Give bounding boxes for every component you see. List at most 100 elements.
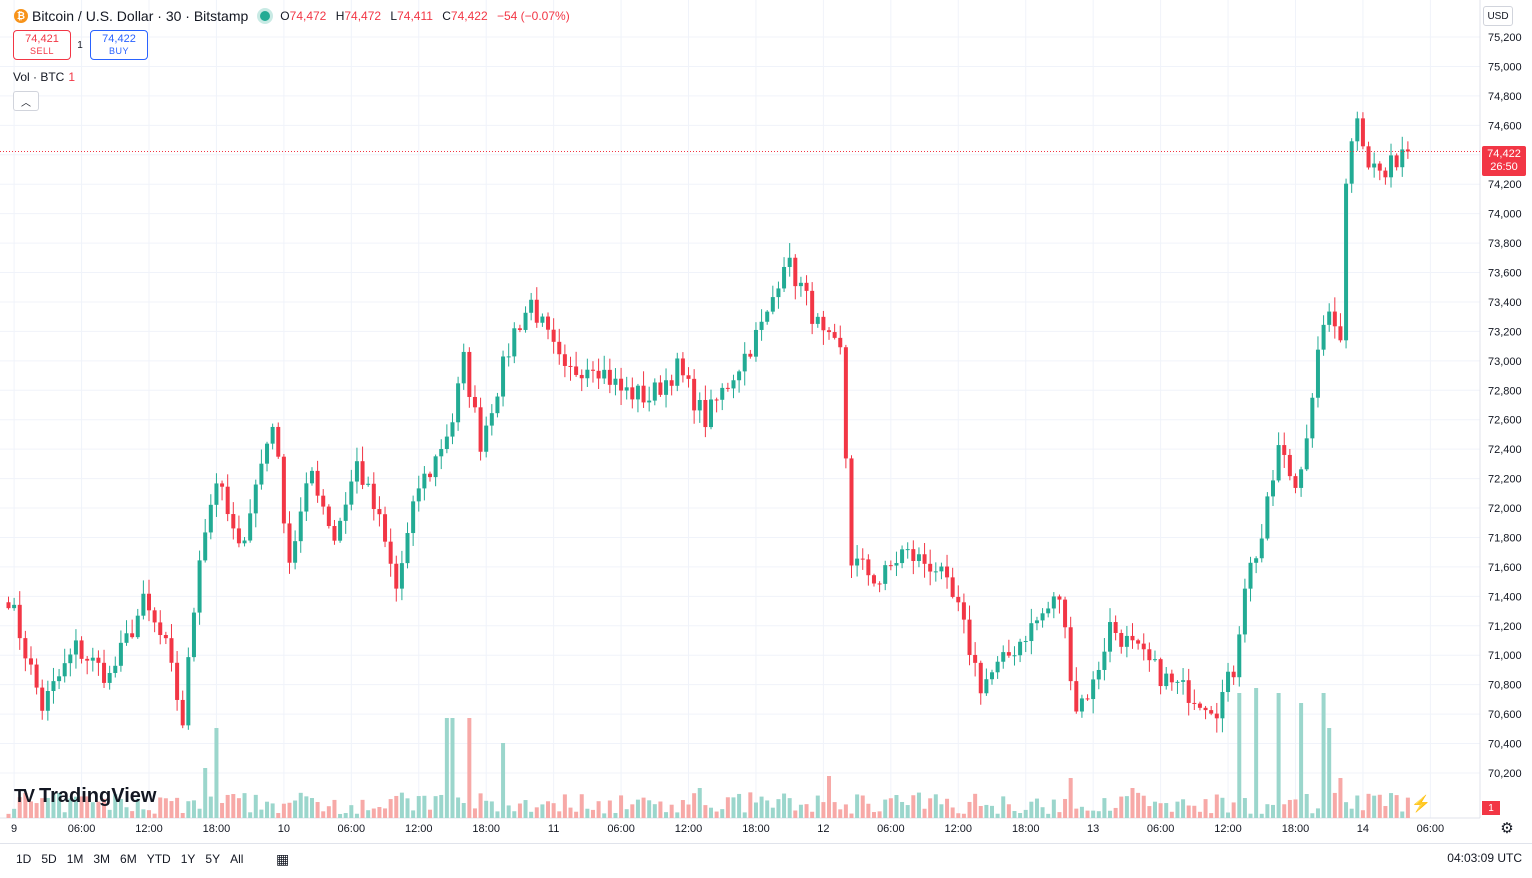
time-axis-label: 11	[548, 823, 559, 835]
candle-body	[967, 619, 972, 655]
candle-body	[439, 448, 444, 457]
volume-bar	[574, 811, 579, 818]
collapse-legend-button[interactable]: ︿	[13, 91, 39, 111]
candle-body	[102, 662, 107, 683]
sell-button[interactable]: 74,421 SELL	[13, 30, 71, 60]
gear-icon[interactable]: ⚙	[1500, 820, 1514, 837]
volume-bar	[607, 800, 612, 818]
volume-bar	[928, 798, 933, 818]
volume-bar	[1018, 813, 1023, 818]
candle-body	[590, 369, 595, 371]
candle-body	[1304, 438, 1309, 470]
range-5y[interactable]: 5Y	[205, 852, 221, 866]
volume-bar	[697, 788, 702, 818]
volume-bar	[304, 796, 309, 818]
volume-bar	[113, 794, 118, 818]
range-1m[interactable]: 1M	[66, 852, 84, 866]
volume-bar	[298, 792, 303, 818]
candle-body	[96, 657, 101, 663]
volume-bar	[1040, 807, 1045, 818]
volume-bar	[1315, 808, 1320, 818]
market-status-icon[interactable]	[260, 11, 271, 21]
lightning-icon[interactable]: ⚡	[1411, 796, 1431, 813]
volume-bar	[692, 793, 697, 818]
candle-body	[546, 316, 551, 330]
time-axis-label: 13	[1087, 823, 1099, 835]
last-price-value: 74,422	[1487, 148, 1521, 160]
candle-body	[1124, 635, 1129, 647]
candle-body	[1119, 632, 1124, 647]
volume-bar	[1360, 810, 1365, 818]
sell-label: SELL	[29, 46, 55, 56]
candle-body	[1158, 659, 1163, 687]
volume-bar	[894, 795, 899, 818]
time-axis-label: 18:00	[203, 823, 231, 835]
volume-bar	[669, 804, 674, 818]
candle-body	[1248, 562, 1253, 589]
bitcoin-icon: ₿	[14, 9, 28, 23]
candle-body	[399, 563, 404, 589]
range-all[interactable]: All	[230, 852, 244, 866]
volume-bar	[883, 799, 888, 818]
volume-bar	[433, 796, 438, 818]
calendar-icon[interactable]: ▦	[276, 851, 290, 867]
range-1d[interactable]: 1D	[16, 852, 32, 866]
volume-bar	[725, 797, 730, 818]
candle-body	[961, 602, 966, 620]
candle-body	[821, 316, 826, 331]
time-axis-label: 12	[817, 823, 829, 835]
volume-bar	[371, 808, 376, 818]
price-axis-label: 71,600	[1488, 562, 1522, 574]
candle-body	[956, 596, 961, 603]
clock-time[interactable]: 04:03:09 UTC	[1447, 851, 1522, 865]
candle-body	[945, 566, 950, 578]
range-3m[interactable]: 3M	[93, 852, 111, 866]
candle-body	[1237, 634, 1242, 678]
candle-body	[686, 375, 691, 379]
candle-body	[57, 676, 62, 682]
volume-bar	[782, 793, 787, 818]
volume-bar	[484, 800, 489, 818]
buy-button[interactable]: 74,422 BUY	[90, 30, 148, 60]
range-6m[interactable]: 6M	[120, 852, 137, 866]
candle-body	[68, 654, 73, 664]
range-ytd[interactable]: YTD	[146, 852, 171, 866]
currency-selector[interactable]: USD	[1483, 6, 1513, 26]
volume-bar	[630, 804, 635, 818]
range-1y[interactable]: 1Y	[180, 852, 196, 866]
volume-bar	[945, 798, 950, 818]
price-axis-label: 71,000	[1488, 650, 1522, 662]
range-5d[interactable]: 5D	[41, 852, 57, 866]
candle-body	[1242, 588, 1247, 635]
candle-body	[574, 366, 579, 375]
candle-body	[1372, 163, 1377, 168]
candle-body	[377, 509, 382, 515]
volume-legend[interactable]: Vol · BTC 1	[13, 70, 75, 84]
symbol-title[interactable]: Bitcoin / U.S. Dollar · 30 · Bitstamp	[32, 8, 249, 24]
candle-body	[1209, 710, 1214, 714]
candle-body	[1006, 652, 1011, 656]
volume-bar	[472, 808, 477, 818]
volume-bar	[293, 800, 298, 818]
volume-bar	[1102, 798, 1107, 818]
volume-bar	[158, 797, 163, 818]
volume-bar	[1124, 796, 1129, 818]
candle-body	[1394, 155, 1399, 168]
tradingview-logo[interactable]: TV TradingView	[14, 784, 156, 808]
candle-body	[860, 558, 865, 560]
volume-bar	[1405, 797, 1410, 818]
candle-body	[557, 341, 562, 355]
volume-bar	[568, 807, 573, 818]
candle-body	[332, 526, 337, 541]
volume-bar	[152, 813, 157, 818]
candle-body	[523, 312, 528, 330]
logo-text: TradingView	[39, 784, 157, 807]
volume-bar	[321, 811, 326, 818]
candle-body	[1181, 680, 1186, 682]
candle-body	[787, 257, 792, 267]
candle-body	[675, 358, 680, 386]
volume-bar	[596, 801, 601, 818]
candle-body	[73, 640, 78, 655]
